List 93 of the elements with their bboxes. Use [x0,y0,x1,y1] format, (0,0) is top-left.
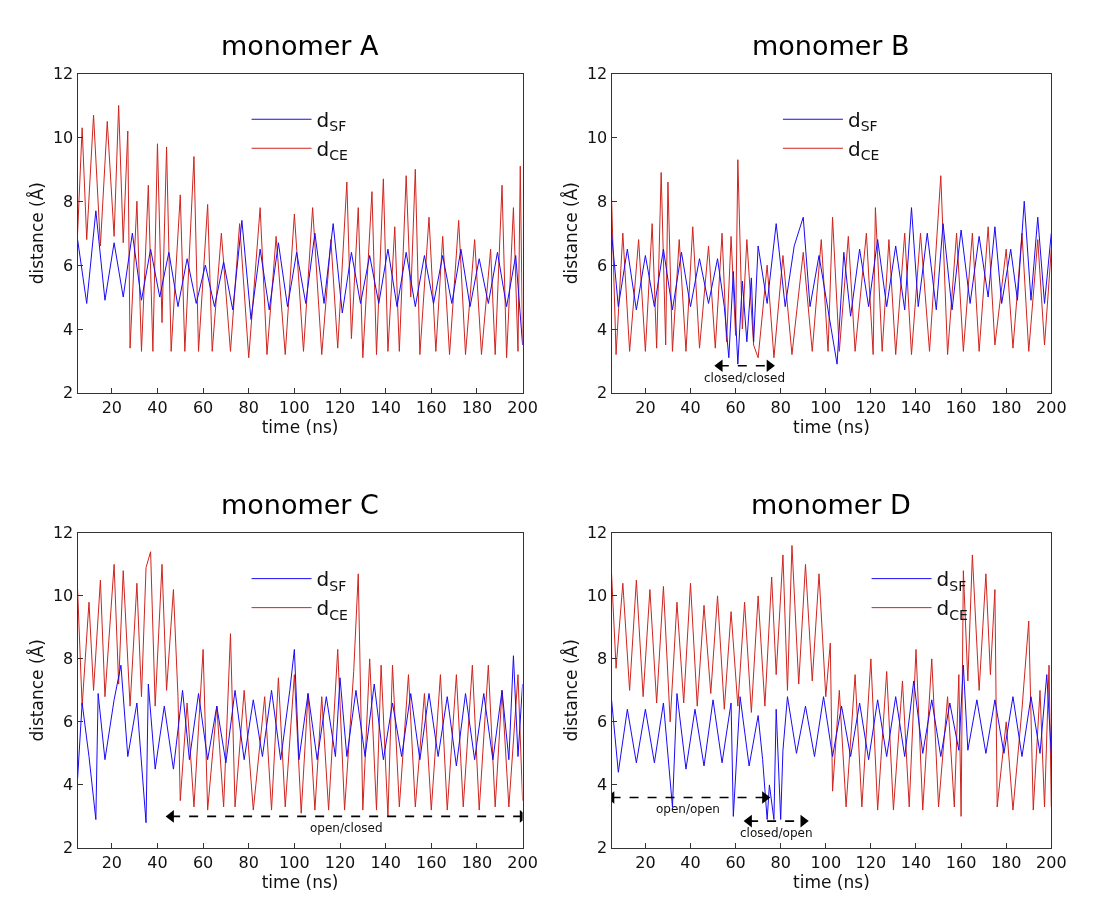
x-tick-label: 80 [770,398,791,418]
y-tick-label: 4 [63,319,74,339]
y-tick-label: 8 [63,191,74,211]
y-tick-label: 4 [63,775,74,795]
x-tick-label: 20 [101,398,122,418]
y-tick-label: 8 [597,191,608,211]
x-tick-label: 200 [1036,398,1067,418]
y-tick-label: 6 [63,712,74,732]
x-axis-title: time (ns) [261,872,339,893]
chart-title: monomer D [751,489,911,520]
y-axis-title: distance (Å) [26,639,48,742]
x-tick-label: 100 [810,398,842,418]
x-tick-label: 180 [990,853,1022,873]
line-series [611,200,1052,365]
annotation: closed/closed [704,371,786,385]
x-axis-title: time (ns) [261,417,339,438]
legend-label: d$_{CE}$ [847,137,880,164]
y-tick-label: 4 [597,775,608,795]
y-tick-label: 2 [597,838,608,858]
x-tick-label: 80 [770,853,791,873]
y-tick-label: 4 [597,319,608,339]
x-tick-label: 140 [370,398,401,418]
x-tick-label: 200 [507,398,538,418]
y-tick-label: 6 [63,255,74,275]
x-tick-label: 200 [507,853,538,873]
x-tick-label: 160 [416,398,447,418]
y-tick-label: 12 [52,64,74,84]
x-tick-label: 140 [900,853,932,873]
y-tick-label: 10 [52,127,74,147]
x-tick-label: 120 [324,853,356,873]
y-tick-label: 12 [586,64,608,84]
x-tick-label: 80 [238,398,259,418]
chart-title: monomer B [752,30,910,61]
x-tick-label: 20 [635,398,656,418]
x-tick-label: 80 [238,853,259,873]
x-axis-title: time (ns) [793,872,870,893]
x-tick-label: 100 [810,853,842,873]
y-tick-label: 12 [586,523,608,543]
annotation: open/open [656,802,720,816]
x-tick-label: 180 [461,853,493,873]
legend-label: d$_{SF}$ [847,108,878,135]
y-tick-label: 10 [586,127,608,147]
legend-label: d$_{CE}$ [936,596,968,623]
chart-title: monomer A [221,30,380,61]
legend-label: d$_{CE}$ [316,137,348,164]
x-tick-label: 160 [416,853,447,873]
x-tick-label: 20 [101,853,122,873]
line-series [77,551,523,817]
line-series [611,544,1052,817]
y-tick-label: 12 [52,523,74,543]
legend-label: d$_{CE}$ [316,596,348,623]
x-tick-label: 180 [990,398,1022,418]
x-tick-label: 20 [635,853,656,873]
x-tick-label: 60 [192,853,214,873]
x-tick-label: 60 [725,853,746,873]
annotation: closed/open [740,826,813,840]
line-series [611,664,1052,821]
y-tick-label: 2 [63,838,74,858]
y-tick-label: 10 [586,586,608,606]
y-tick-label: 2 [597,383,608,403]
chart-title: monomer C [221,489,379,520]
y-axis-title: distance (Å) [560,639,582,742]
y-axis-title: distance (Å) [560,182,582,285]
x-tick-label: 140 [900,398,932,418]
x-tick-label: 120 [855,398,887,418]
line-series [77,104,523,359]
x-tick-label: 140 [370,853,401,873]
x-tick-label: 200 [1036,853,1067,873]
y-tick-label: 2 [63,383,74,403]
line-series [77,648,523,824]
legend-label: d$_{SF}$ [316,108,347,135]
y-axis-title: distance (Å) [26,182,48,285]
x-tick-label: 120 [855,853,887,873]
y-tick-label: 6 [597,255,608,275]
y-tick-label: 8 [597,649,608,669]
x-axis-title: time (ns) [793,417,870,438]
x-tick-label: 40 [147,853,168,873]
x-tick-label: 60 [192,398,214,418]
x-tick-label: 40 [680,853,701,873]
x-tick-label: 100 [279,398,310,418]
x-tick-label: 160 [945,398,977,418]
y-tick-label: 8 [63,649,74,669]
y-tick-label: 10 [52,586,74,606]
annotation: open/closed [310,821,383,835]
x-tick-label: 40 [680,398,701,418]
x-tick-label: 40 [147,398,168,418]
x-tick-label: 180 [461,398,493,418]
y-tick-label: 6 [597,712,608,732]
x-tick-label: 60 [725,398,746,418]
x-tick-label: 160 [945,853,977,873]
x-tick-label: 120 [324,398,356,418]
legend-label: d$_{SF}$ [316,567,347,594]
x-tick-label: 100 [279,853,310,873]
